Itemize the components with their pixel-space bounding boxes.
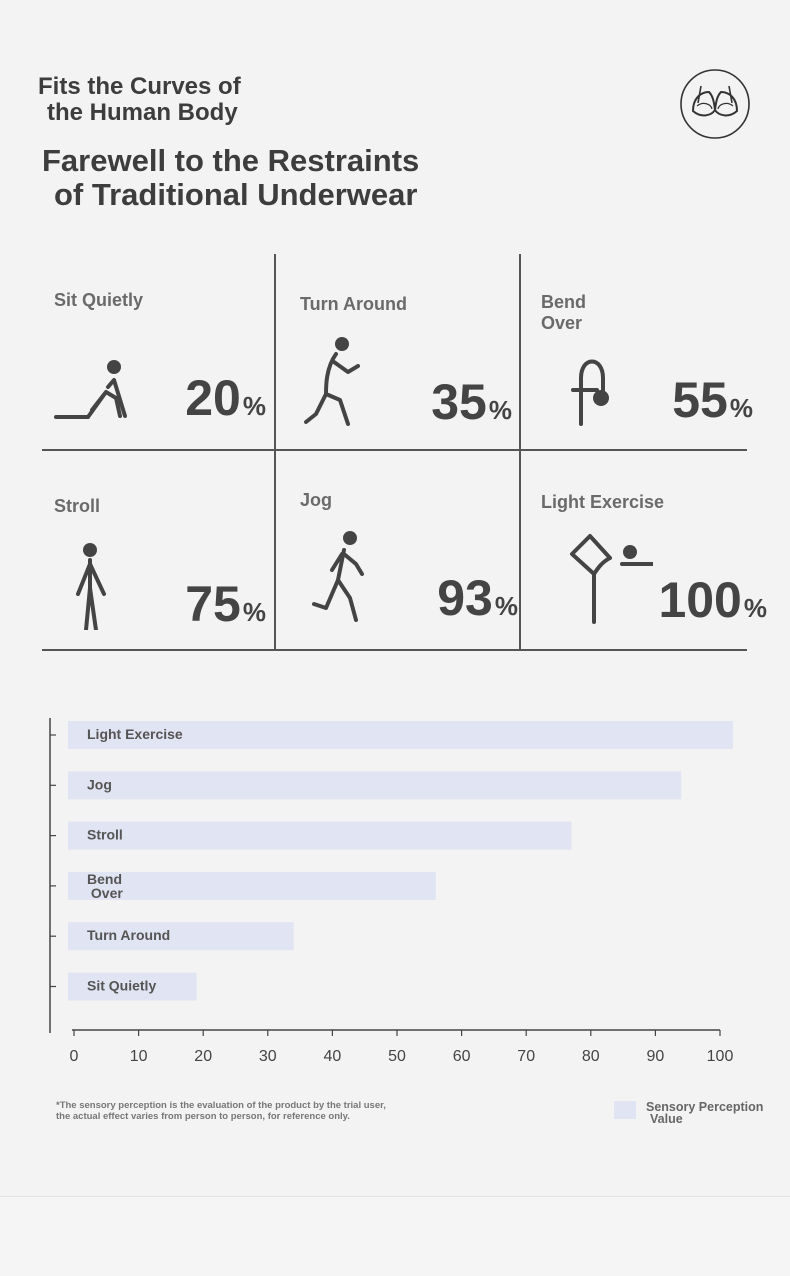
percent-sign: % [242, 391, 266, 421]
bar [68, 821, 572, 850]
bar [68, 871, 436, 900]
activity-value: 100% [658, 572, 767, 636]
x-tick-label: 100 [707, 1048, 734, 1065]
x-tick-label: 50 [388, 1048, 406, 1065]
activity-value-number: 35 [431, 374, 487, 430]
x-tick-label: 80 [582, 1048, 600, 1065]
bar-label: Stroll [87, 827, 123, 843]
headline-line-2: of Traditional Underwear [54, 177, 418, 212]
activity-value-number: 93 [437, 570, 493, 626]
x-tick-label: 20 [194, 1048, 212, 1065]
activity-label: Sit Quietly [54, 290, 144, 310]
activity-label: Bend Over [541, 292, 586, 333]
activity-label: Jog [300, 490, 333, 510]
bottom-band [0, 1197, 790, 1276]
activity-value: 20% [185, 370, 266, 434]
activity-value-number: 55 [672, 372, 728, 428]
sensory-perception-bar-chart: Light Exercise Jog Stroll Bend Over Turn Aro… [49, 718, 734, 1065]
activity-value: 75% [185, 576, 266, 640]
legend-swatch [614, 1101, 636, 1119]
subtitle-line-1: Fits the Curves of [38, 73, 241, 100]
bar [68, 771, 682, 800]
x-tick-label: 10 [130, 1048, 148, 1065]
bar [68, 922, 294, 951]
turning-person-icon [304, 337, 360, 426]
activity-card-light-exercise: Light Exercise 100% [529, 454, 769, 652]
grid-divider-v1 [274, 254, 276, 650]
bar [68, 721, 733, 749]
walking-person-icon [76, 543, 106, 630]
footnote-line-1: *The sensory perception is the evaluatio… [56, 1100, 386, 1111]
subtitle-line-2: the Human Body [47, 99, 238, 126]
legend-label: Sensory Perception Value [646, 1100, 786, 1126]
activity-card-bend-over: Bend Over 55% [529, 254, 769, 452]
percent-sign: % [729, 393, 753, 423]
activity-value: 55% [672, 372, 753, 436]
activity-label: Turn Around [300, 294, 407, 314]
bar-label: Turn Around [87, 927, 170, 943]
sitting-person-icon [54, 360, 127, 419]
headline-line-1: Farewell to the Restraints [42, 143, 420, 178]
percent-sign: % [242, 597, 266, 627]
grid-divider-h2 [42, 649, 747, 651]
bar [68, 972, 197, 1001]
activity-card-jog: Jog 93% [288, 452, 528, 650]
grid-divider-h1 [42, 449, 747, 451]
x-tick-label: 40 [324, 1048, 342, 1065]
activity-value-number: 100 [658, 572, 742, 628]
grid-divider-v2 [519, 254, 521, 650]
bar-label: Light Exercise [87, 726, 183, 742]
activity-value: 93% [437, 570, 518, 634]
bra-icon [680, 69, 750, 139]
bar-label: Sit Quietly [87, 978, 156, 994]
bar-label: Jog [87, 776, 112, 792]
bending-person-icon [571, 359, 609, 426]
activity-value-number: 20 [185, 370, 241, 426]
x-tick-label: 60 [453, 1048, 471, 1065]
activity-value: 35% [431, 374, 512, 438]
activity-card-turn-around: Turn Around 35% [288, 256, 528, 454]
footnote: *The sensory perception is the evaluatio… [56, 1100, 556, 1122]
legend-line-2: Value [650, 1112, 683, 1126]
bottom-divider [0, 1196, 790, 1197]
x-tick-label: 70 [517, 1048, 535, 1065]
x-tick-label: 0 [70, 1048, 79, 1065]
footnote-line-2: the actual effect varies from person to … [56, 1111, 350, 1122]
bar-label: Bend Over [87, 871, 123, 901]
x-tick-label: 30 [259, 1048, 277, 1065]
x-tick-label: 90 [647, 1048, 665, 1065]
activity-card-stroll: Stroll 75% [42, 458, 282, 656]
jogging-person-icon [312, 531, 364, 622]
legend-line-1: Sensory Perception [646, 1100, 764, 1114]
activity-value-number: 75 [185, 576, 241, 632]
subtitle: Fits the Curves of the Human Body [38, 74, 338, 126]
percent-sign: % [494, 591, 518, 621]
stretching-person-icon [570, 534, 653, 624]
activity-label: Light Exercise [541, 492, 665, 512]
percent-sign: % [743, 593, 767, 623]
activity-label: Stroll [54, 496, 101, 516]
headline: Farewell to the Restraints of Traditiona… [42, 144, 562, 212]
activity-card-sit-quietly: Sit Quietly 20% [42, 252, 282, 450]
percent-sign: % [488, 395, 512, 425]
